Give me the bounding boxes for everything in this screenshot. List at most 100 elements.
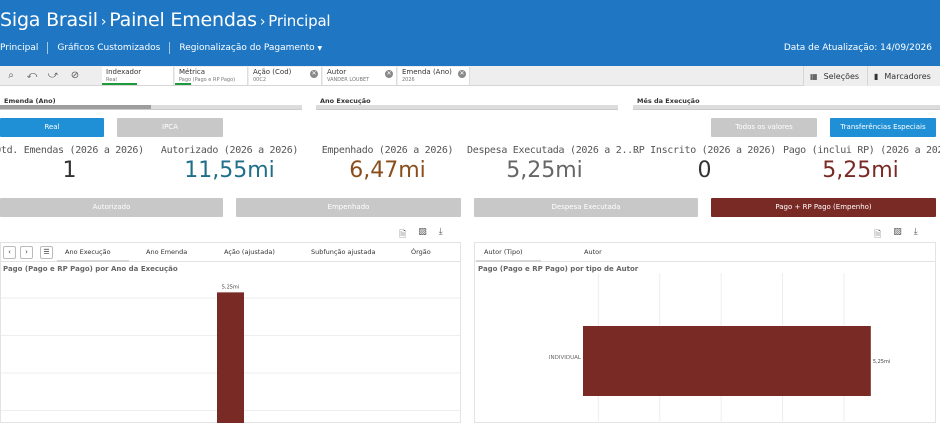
tab-acao-ajustada[interactable]: Ação (ajustada) (224, 248, 275, 256)
right-bar-chart: INDIVIDUAL 5,25mi (549, 273, 890, 423)
chip-progress (175, 83, 191, 85)
filter-track (0, 105, 302, 109)
title-mid: Painel Emendas (109, 9, 257, 31)
breadcrumb-separator: › (100, 14, 107, 30)
kpi-rp-inscrito: RP Inscrito (2026 a 2026) 0 (627, 145, 782, 183)
nav-regionalizacao-label: Regionalização do Pagamento (179, 43, 315, 53)
export-image-icon[interactable]: ▨ (893, 227, 902, 237)
right-chart-title: Pago (Pago e RP Pago) por tipo de Autor (478, 265, 639, 273)
chip-title: Métrica (179, 68, 206, 76)
export-pdf-icon[interactable]: 🗎 (399, 230, 407, 240)
title-main: Siga Brasil (0, 9, 98, 31)
kpi-label: RP Inscrito (2026 a 2026) (632, 145, 776, 156)
filter-track (633, 105, 940, 109)
selection-chip-indexador[interactable]: Indexador Real (102, 67, 174, 85)
markers-button[interactable]: ▮ Marcadores (867, 66, 940, 86)
left-chart-panel: ‹ › ☰ Ano Execução Ano Emenda Ação (ajus… (0, 242, 461, 423)
clear-selections-icon[interactable]: ⊘ (70, 70, 80, 81)
tab-autor[interactable]: Autor (584, 248, 602, 256)
selections-button[interactable]: ▦ Seleções (803, 66, 867, 86)
download-icon[interactable]: ⤓ (913, 227, 918, 237)
tab-autor-tipo[interactable]: Autor (Tipo) (476, 248, 541, 262)
chip-value: 2026 (402, 77, 415, 83)
nav-divider (47, 42, 49, 54)
filter-label: Emenda (Ano) (4, 97, 56, 105)
kpi-autorizado: Autorizado (2026 a 2026) 11,55mi (152, 145, 307, 183)
kpi-label: Qtd. Emendas (2026 a 2026) (0, 145, 144, 156)
chevron-right-icon[interactable]: › (20, 246, 33, 259)
selections-label: Seleções (823, 71, 860, 81)
kpi-label: Pago (inclui RP) (2026 a 2026) (783, 145, 940, 156)
filter-label: Ano Execução (320, 97, 371, 105)
chip-progress (102, 83, 137, 85)
chip-title: Indexador (106, 68, 142, 76)
chip-title: Autor (327, 68, 347, 76)
left-chart-title: Pago (Pago e RP Pago) por Ano da Execuçã… (3, 265, 178, 273)
kpi-label: Autorizado (2026 a 2026) (160, 145, 299, 156)
close-icon[interactable]: ✕ (310, 70, 318, 78)
selection-chip-autor[interactable]: Autor VANDER LOUBET ✕ (323, 67, 397, 85)
transferencias-especiais-button[interactable]: Transferências Especiais (830, 118, 936, 137)
chip-value: VANDER LOUBET (327, 77, 370, 83)
kpi-value: 6,47mi (349, 158, 426, 183)
smart-search-icon[interactable]: ⌕ (8, 70, 14, 81)
download-icon[interactable]: ⤓ (438, 227, 443, 237)
export-pdf-icon[interactable]: 🗎 (874, 230, 882, 240)
filter-emenda-ano[interactable]: Emenda (Ano) (0, 95, 302, 110)
list-icon[interactable]: ☰ (40, 246, 53, 259)
selections-icon: ▦ (810, 71, 818, 81)
todos-valores-button[interactable]: Todos os valores (711, 118, 817, 137)
update-date: Data de Atualização: 14/09/2026 (783, 43, 932, 53)
kpi-value: 5,25mi (822, 158, 899, 183)
nav-graficos-customizados[interactable]: Gráficos Customizados (57, 43, 161, 53)
selections-back-icon[interactable]: ⤺ (26, 70, 38, 81)
filter-mes-execucao[interactable]: Mês da Execução (633, 95, 940, 110)
filter-label: Mês da Execução (637, 97, 700, 105)
nav-regionalizacao[interactable]: Regionalização do Pagamento ▼ (170, 43, 331, 53)
chip-value: Pago (Pago e RP Pago) (179, 77, 236, 83)
kpi-value: 0 (697, 158, 712, 183)
close-icon[interactable]: ✕ (458, 70, 466, 78)
right-panel-tabs: Autor (Tipo) Autor (475, 243, 935, 262)
selection-chip-acao[interactable]: Ação (Cod) 00C2 ✕ (249, 67, 322, 85)
tab-ano-emenda[interactable]: Ano Emenda (146, 248, 188, 256)
real-button[interactable]: Real (0, 118, 104, 137)
tab-orgao[interactable]: Órgão (411, 248, 431, 256)
tab-subfuncao-ajustada[interactable]: Subfunção ajustada (311, 248, 376, 256)
selection-chip-metrica[interactable]: Métrica Pago (Pago e RP Pago) (175, 67, 248, 85)
breadcrumb-separator: › (259, 14, 266, 30)
kpi-label: Empenhado (2026 a 2026) (321, 145, 454, 156)
tab-ano-execucao[interactable]: Ano Execução (57, 248, 129, 262)
filter-fill (0, 105, 151, 109)
selection-chip-emenda-ano[interactable]: Emenda (Ano) 2026 ✕ (398, 67, 470, 85)
empenhado-button[interactable]: Empenhado (236, 198, 461, 217)
close-icon[interactable]: ✕ (385, 70, 393, 78)
filter-track (316, 105, 618, 109)
export-image-icon[interactable]: ▨ (418, 227, 427, 237)
kpi-value: 5,25mi (506, 158, 583, 183)
right-panel-actions: 🗎 ▨ ⤓ (874, 227, 918, 243)
selection-bar: ⌕ ⤺ ⤻ ⊘ Indexador Real Métrica Pago (Pag… (0, 66, 940, 86)
despesa-executada-button[interactable]: Despesa Executada (474, 198, 698, 217)
nav-bar: Principal Gráficos Customizados Regional… (0, 42, 331, 54)
kpi-qtd-emendas: Qtd. Emendas (2026 a 2026) 1 (0, 145, 147, 183)
autorizado-button[interactable]: Autorizado (0, 198, 223, 217)
right-chart-panel: Autor (Tipo) Autor Pago (Pago e RP Pago)… (474, 242, 936, 423)
caret-down-icon: ▼ (317, 45, 323, 52)
markers-label: Marcadores (884, 71, 931, 81)
ipca-button[interactable]: IPCA (117, 118, 223, 137)
chevron-left-icon[interactable]: ‹ (3, 246, 16, 259)
kpi-despesa-executada: Despesa Executada (2026 a 2... 5,25mi (467, 145, 639, 183)
chip-value: 00C2 (253, 77, 267, 83)
left-panel-actions: 🗎 ▨ ⤓ (399, 227, 443, 243)
left-panel-tabs: ‹ › ☰ Ano Execução Ano Emenda Ação (ajus… (1, 243, 460, 262)
kpi-value: 11,55mi (184, 158, 275, 183)
nav-principal[interactable]: Principal (0, 43, 39, 53)
filter-ano-execucao[interactable]: Ano Execução (316, 95, 618, 110)
nav-divider (169, 42, 171, 54)
pago-rp-pago-button[interactable]: Pago + RP Pago (Empenho) (711, 198, 936, 217)
bar-data-label: 5,25mi (222, 284, 239, 290)
left-bar-chart: 5,25mi (1, 284, 460, 423)
chip-value: Real (106, 77, 117, 83)
selections-forward-icon[interactable]: ⤻ (47, 70, 59, 81)
